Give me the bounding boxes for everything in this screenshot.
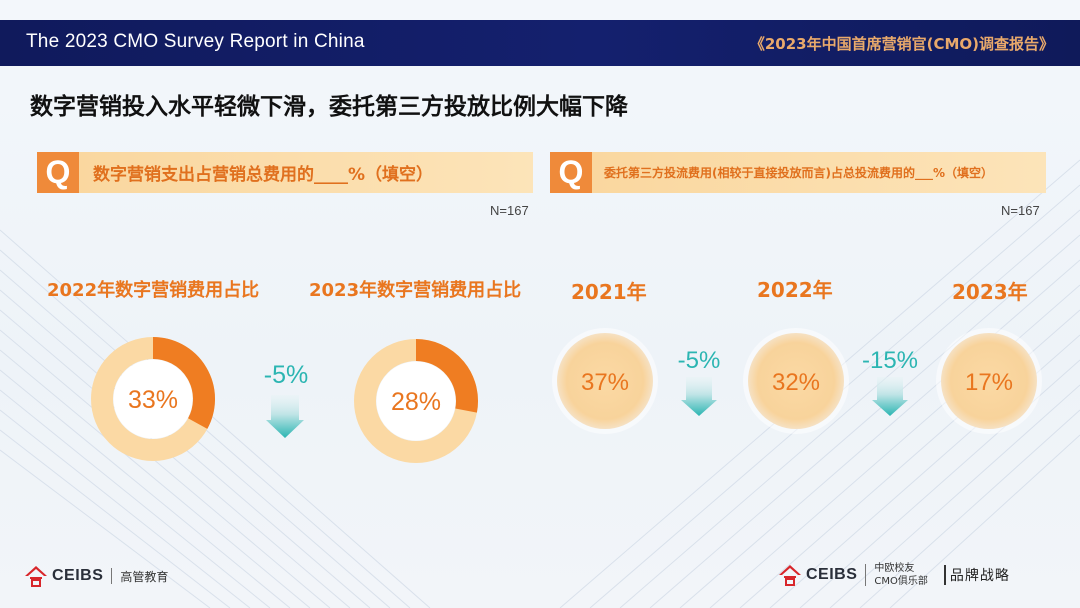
report-title-en: The 2023 CMO Survey Report in China [26,31,365,52]
donut-chart-2023: 28% [354,339,478,463]
footer-logo-left: CEIBS 高管教育 [24,565,168,587]
alumni-club-label: 中欧校友 CMO俱乐部 [874,562,927,588]
divider [865,564,867,586]
ratio-bubble-label: 32% [772,369,820,396]
year-label-2023: 2023年 [952,280,1028,304]
down-arrow-right-2 [872,377,908,416]
ceibs-logo-icon [779,565,801,586]
ceibs-brand-right: CEIBS [806,566,858,583]
sample-size-left: N=167 [490,203,529,218]
donut-chart-2022: 33% [91,337,215,461]
q-badge: Q [37,152,79,193]
ratio-bubble-label: 17% [965,369,1013,396]
donut-hole [113,359,193,439]
year-label-2021: 2021年 [571,280,647,304]
alumni-label: 中欧校友 [874,563,915,574]
ratio-bubble-label: 37% [581,369,629,396]
footer-logo-right: CEIBS 中欧校友 CMO俱乐部 品牌战略 [778,562,1010,588]
divider [111,568,113,584]
change-label-right-2: -15% [862,347,918,374]
down-arrow-left [266,395,304,438]
change-label-right-1: -5% [678,347,721,374]
cmo-club-label: CMO俱乐部 [874,576,928,587]
brand-strategy-mark: 品牌战略 [943,565,1010,585]
donut-2022-title: 2022年数字营销费用占比 [47,280,260,301]
ratio-bubble [557,333,653,429]
donut-value-slice [152,337,215,429]
ratio-bubbles: 37% 32% 17% [557,333,1037,429]
question-right: Q 委托第三方投流费用(相较于直接投放而言)占总投流费用的___%（填空） [550,152,1046,193]
donut-2023-title: 2023年数字营销费用占比 [309,280,522,301]
page-title: 数字营销投入水平轻微下滑，委托第三方投放比例大幅下降 [30,94,628,120]
donut-value-label: 28% [391,388,441,416]
exec-edu-label: 高管教育 [120,569,169,584]
question-left: Q 数字营销支出占营销总费用的____%（填空） [37,152,533,193]
sample-size-right: N=167 [1001,203,1040,218]
brand-strategy-label: 品牌战略 [949,568,1010,584]
donut-value-label: 33% [128,386,178,414]
year-label-2022: 2022年 [757,278,833,302]
report-title-cn: 《2023年中国首席营销官(CMO)调查报告》 [749,35,1054,53]
donut-hole [376,361,456,441]
ceibs-brand-left: CEIBS [52,567,104,584]
q-badge: Q [550,152,592,193]
header-bar: The 2023 CMO Survey Report in China 《202… [0,20,1080,66]
question-right-text: 委托第三方投流费用(相较于直接投放而言)占总投流费用的___%（填空） [592,152,1046,193]
ratio-bubble [941,333,1037,429]
change-label-left: -5% [264,361,308,389]
ceibs-logo-icon [25,566,47,587]
question-left-text: 数字营销支出占营销总费用的____%（填空） [79,152,533,193]
ratio-bubble [748,333,844,429]
down-arrow-right-1 [681,377,717,416]
donut-value-slice [415,339,478,413]
